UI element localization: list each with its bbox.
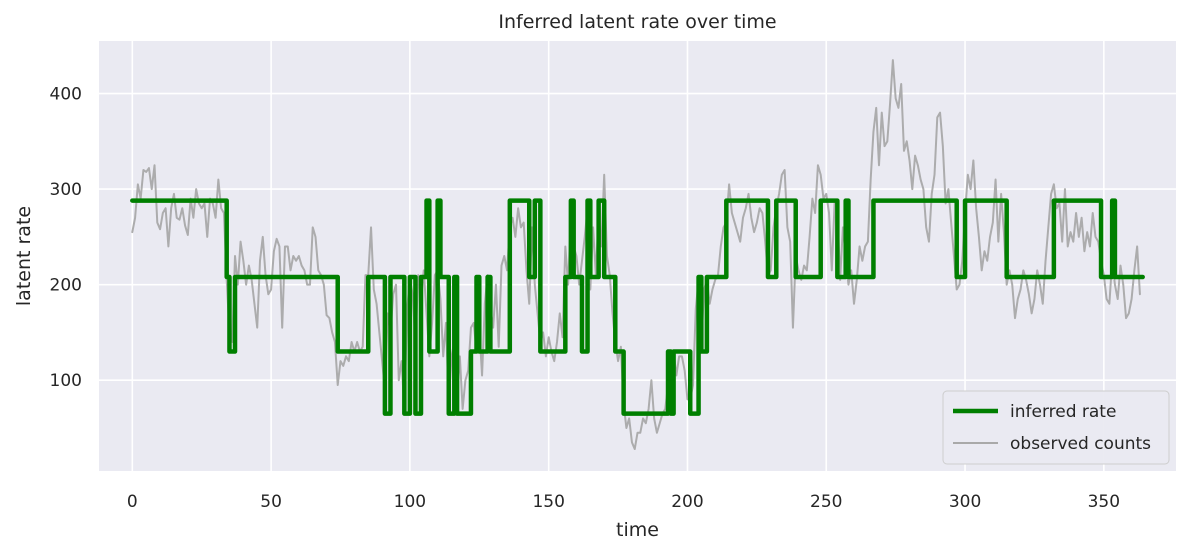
x-tick-label: 50 [260,492,282,512]
x-tick-label: 300 [949,492,981,512]
chart-title: Inferred latent rate over time [498,11,776,33]
x-tick-label: 250 [810,492,842,512]
series-line-observed-counts [131,59,1141,451]
y-tick-label: 100 [50,371,82,391]
legend-box [942,390,1170,465]
y-tick-label: 200 [50,276,82,296]
legend: inferred rate observed counts [942,390,1170,465]
x-tick-label: 100 [394,492,426,512]
y-axis-label: latent rate [13,206,35,306]
x-tick-label: 200 [671,492,703,512]
legend-entry-observed-counts: observed counts [1010,434,1151,454]
series-layer [130,59,1145,451]
y-axis-ticks: 100 200 300 400 [50,85,82,392]
y-tick-label: 300 [50,180,82,200]
y-tick-label: 400 [50,85,82,105]
x-axis-ticks: 0 50 100 150 200 250 300 350 [127,492,1120,512]
x-tick-label: 150 [532,492,564,512]
x-axis-label: time [616,519,659,541]
x-tick-label: 0 [127,492,138,512]
series-line-inferred-rate [130,198,1145,416]
x-tick-label: 350 [1088,492,1120,512]
legend-entry-inferred-rate: inferred rate [1010,402,1116,422]
